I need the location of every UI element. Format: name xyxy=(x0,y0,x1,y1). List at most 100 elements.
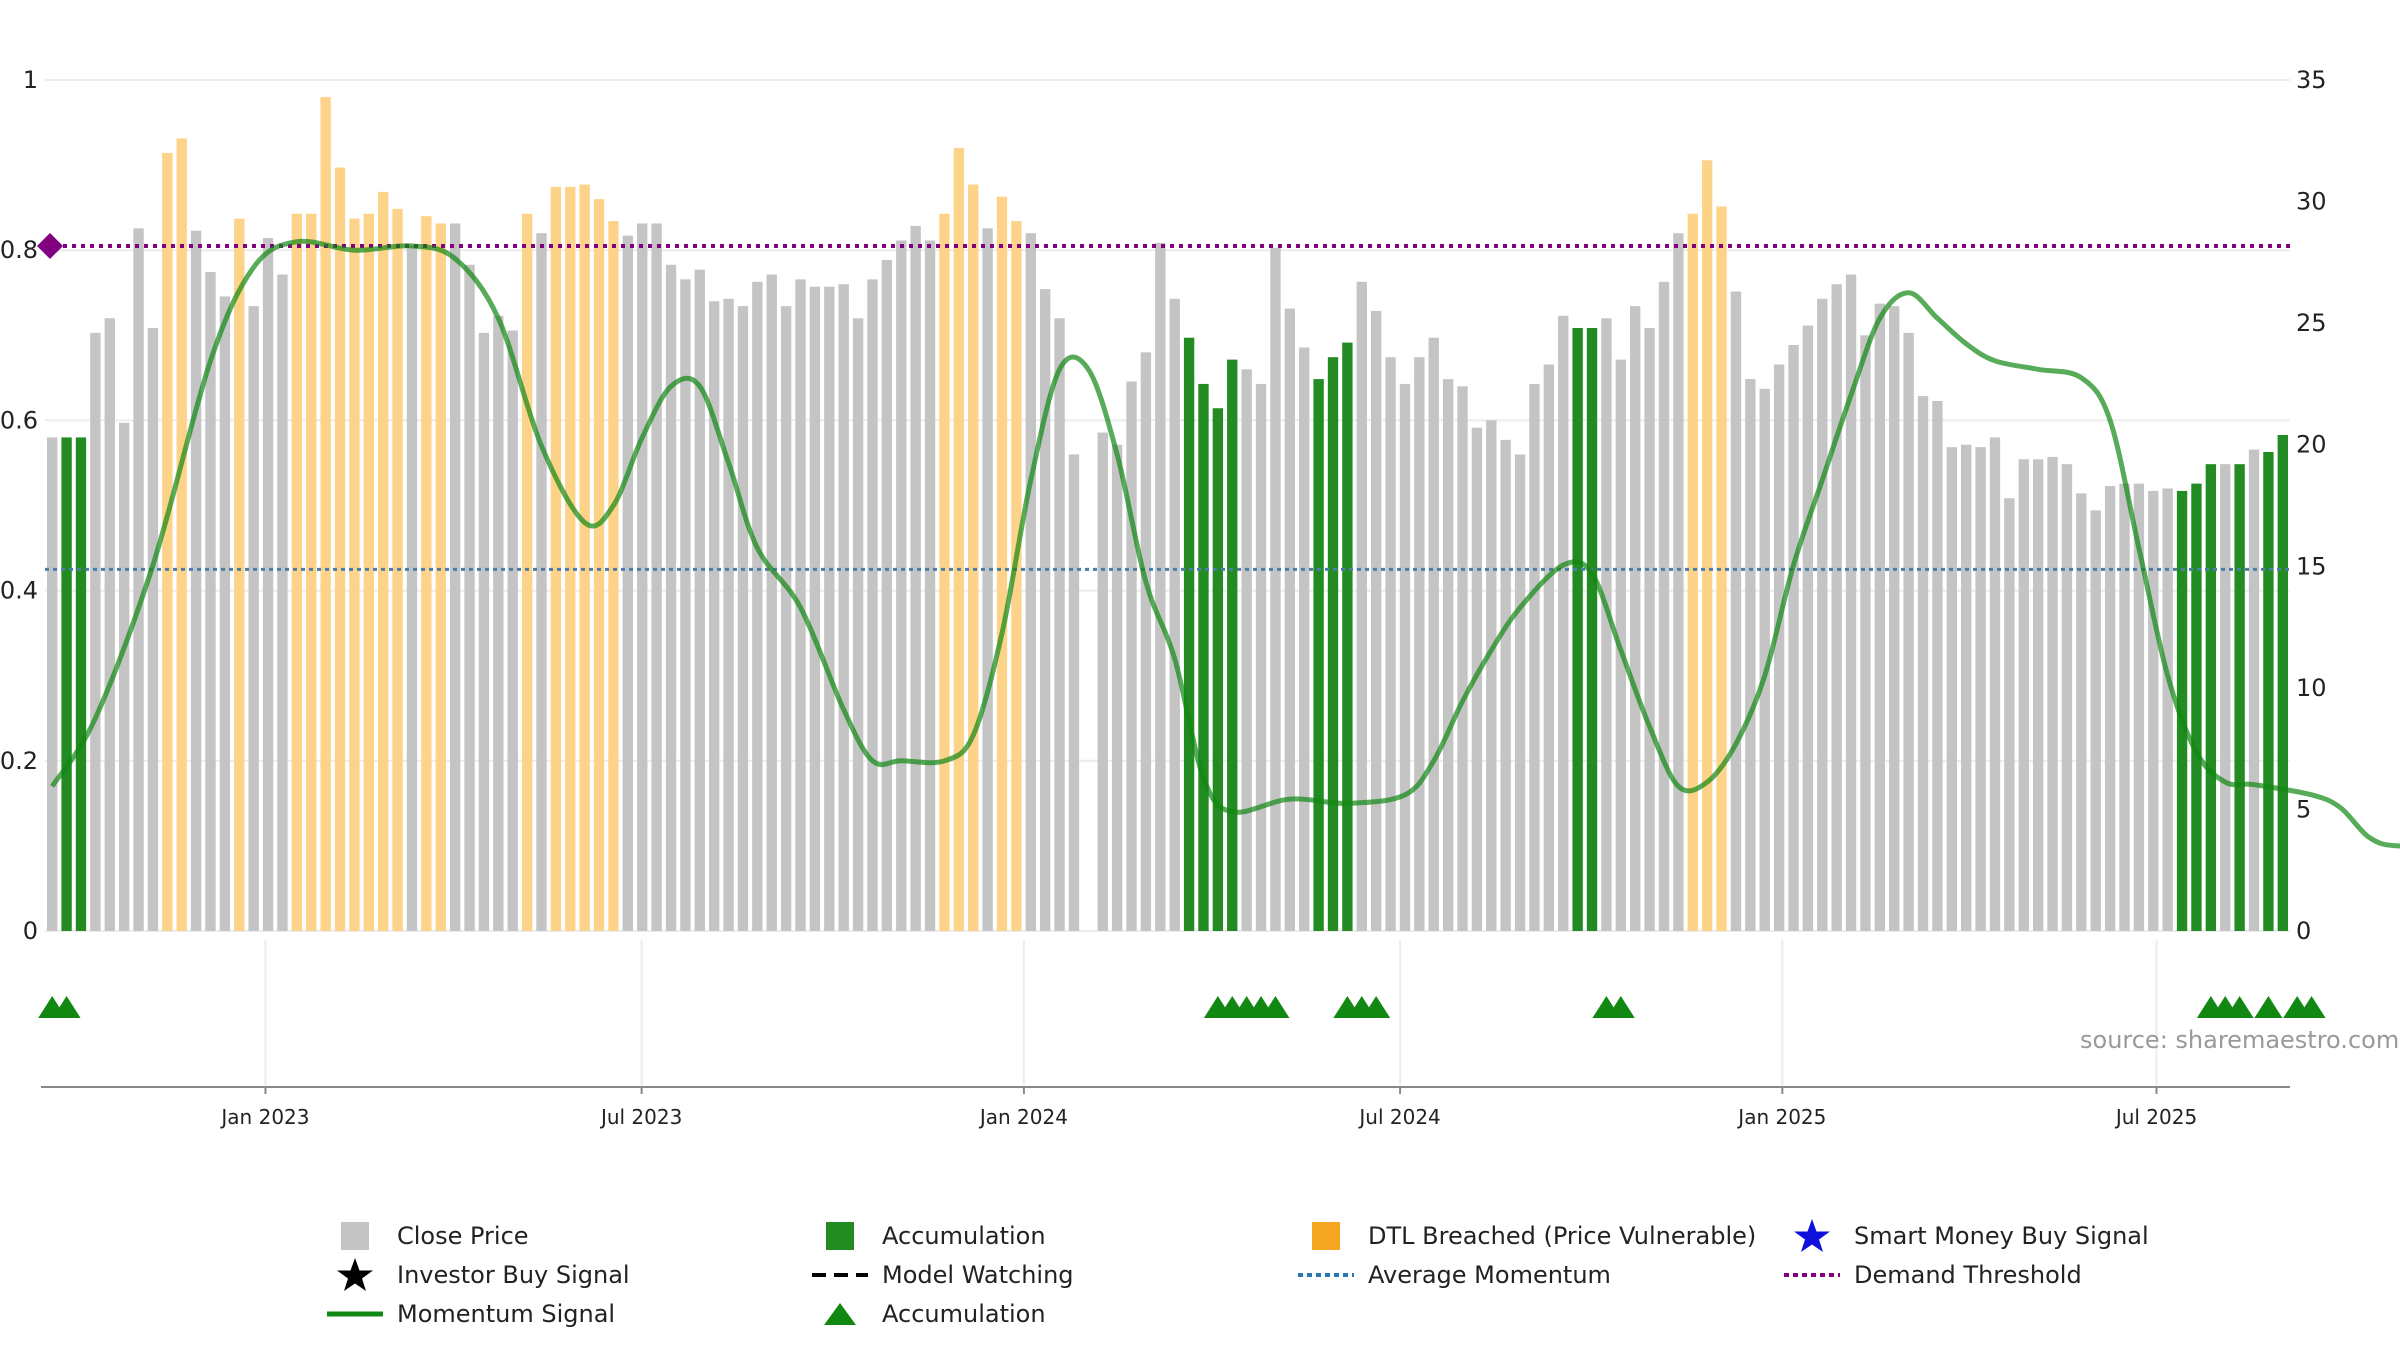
price-bar xyxy=(924,240,936,931)
momentum-signal xyxy=(50,238,2400,849)
price-bar xyxy=(2061,464,2073,931)
y-right-tick-label: 25 xyxy=(2296,309,2327,337)
x-tick-label: Jan 2024 xyxy=(978,1105,1068,1129)
price-bar xyxy=(1701,160,1713,932)
price-bar xyxy=(1011,221,1022,932)
price-bar xyxy=(1802,325,1814,931)
price-bar xyxy=(709,301,720,931)
y-left-tick-label: 0.8 xyxy=(0,236,38,264)
price-bar xyxy=(363,213,374,931)
price-bar xyxy=(1961,444,1972,931)
price-bar xyxy=(1730,291,1742,931)
y-right-tick-label: 15 xyxy=(2296,552,2327,580)
price-bar xyxy=(1111,444,1123,931)
price-bar xyxy=(1716,206,1727,932)
price-bar xyxy=(1514,454,1526,931)
price-bar xyxy=(1586,328,1598,931)
price-bar xyxy=(1140,352,1152,931)
price-bar xyxy=(61,437,72,931)
price-bar xyxy=(1543,364,1555,931)
price-bar xyxy=(378,191,389,932)
price-bar xyxy=(550,186,562,932)
price-bar xyxy=(766,274,777,931)
price-bar xyxy=(1917,396,1929,932)
price-bar xyxy=(1572,328,1583,931)
accumulation-triangle xyxy=(2254,996,2283,1018)
price-bar xyxy=(2004,498,2015,931)
y-right-tick-label: 20 xyxy=(2296,431,2327,459)
demand-threshold-diamond xyxy=(37,232,63,259)
price-bar xyxy=(939,213,950,931)
y-left-tick-label: 0.4 xyxy=(0,577,38,605)
price-bar xyxy=(176,138,187,932)
price-bar xyxy=(421,216,432,931)
price-bar xyxy=(449,223,461,931)
price-bar xyxy=(852,318,864,931)
price-bar xyxy=(1428,337,1439,931)
accumulation-triangle xyxy=(2297,996,2326,1018)
price-bar xyxy=(1673,233,1684,931)
price-bar xyxy=(1442,379,1454,932)
price-bar xyxy=(1039,289,1051,931)
price-bar xyxy=(1198,383,1209,931)
accumulation-markers xyxy=(38,996,2326,1018)
price-bar xyxy=(680,279,691,931)
price-bar xyxy=(478,332,490,932)
price-bar xyxy=(493,315,504,931)
price-bar xyxy=(536,233,547,931)
price-bar xyxy=(219,296,231,931)
price-bar xyxy=(1414,357,1425,931)
y-left-tick-label: 0.6 xyxy=(0,406,38,434)
price-bar xyxy=(2076,493,2087,931)
price-bar xyxy=(622,235,634,931)
price-bar xyxy=(133,228,144,931)
y-right-tick-label: 10 xyxy=(2296,674,2327,702)
price-bar xyxy=(565,186,576,932)
price-bar xyxy=(2104,486,2116,931)
price-bar xyxy=(349,218,360,931)
price-bar xyxy=(2032,459,2044,931)
price-bar xyxy=(780,306,792,931)
price-bar xyxy=(507,330,518,931)
price-bar xyxy=(1385,357,1396,931)
price-bar xyxy=(1126,381,1137,931)
price-bar xyxy=(1860,335,1871,931)
price-bar xyxy=(1183,337,1195,931)
price-bar xyxy=(1903,332,1914,932)
price-bar xyxy=(982,228,993,931)
price-bar xyxy=(306,213,317,931)
price-bar xyxy=(1299,347,1310,931)
price-bar xyxy=(147,328,159,931)
x-tick-label: Jan 2023 xyxy=(219,1105,309,1129)
price-bar xyxy=(234,218,245,931)
price-bar xyxy=(90,332,101,932)
price-bar xyxy=(953,148,965,931)
price-bar xyxy=(1644,328,1655,931)
price-bar xyxy=(1788,345,1799,931)
price-bar xyxy=(262,238,274,932)
price-bar xyxy=(881,259,893,931)
price-bar xyxy=(968,184,979,932)
price-bar xyxy=(435,223,446,931)
y-right-tick-label: 35 xyxy=(2296,66,2327,94)
price-bar xyxy=(75,437,87,931)
price-bar xyxy=(1399,383,1411,931)
x-tick-label: Jul 2025 xyxy=(2114,1105,2197,1129)
price-bar xyxy=(637,223,648,931)
y-left-tick-label: 0.2 xyxy=(0,747,38,775)
price-bar xyxy=(2047,456,2058,931)
gridlines xyxy=(45,79,2290,1085)
y-left-tick-label: 0 xyxy=(23,917,38,945)
price-bar xyxy=(1687,213,1698,931)
price-bar xyxy=(2205,464,2217,931)
price-bar xyxy=(291,213,303,931)
price-bar xyxy=(579,184,590,932)
price-bar xyxy=(2176,490,2188,931)
accumulation-triangle xyxy=(1261,996,1290,1018)
price-bar xyxy=(1284,308,1296,931)
price-bar xyxy=(867,279,878,931)
price-bar xyxy=(824,286,835,932)
accumulation-triangle xyxy=(2225,996,2254,1018)
x-tick-label: Jul 2023 xyxy=(599,1105,682,1129)
